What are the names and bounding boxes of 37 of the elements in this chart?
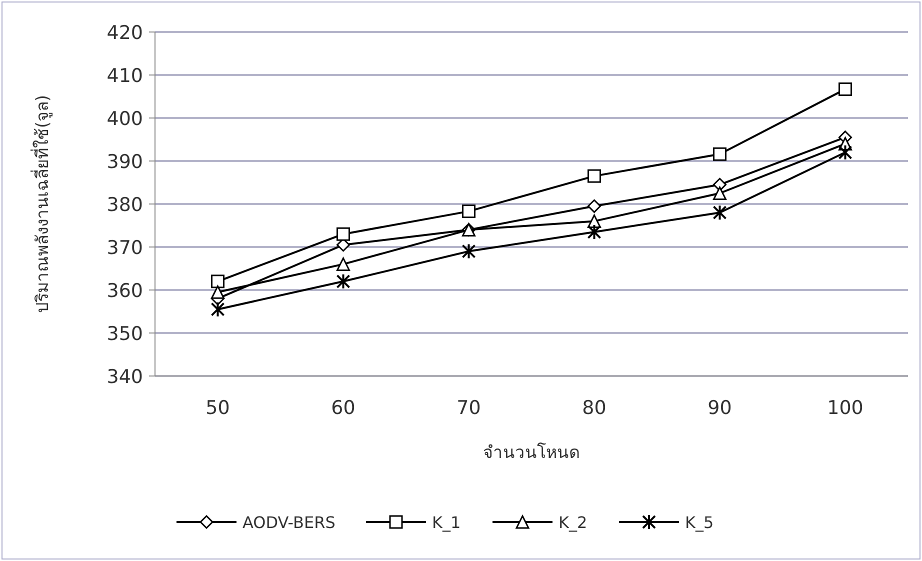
- x-tick-label: 60: [331, 397, 356, 419]
- point: [838, 82, 852, 96]
- y-tick-label: 360: [106, 280, 143, 302]
- x-tick-label: 80: [582, 397, 606, 419]
- point: [838, 144, 852, 160]
- x-tick-label: 70: [456, 397, 481, 419]
- legend-label: AODV-BERS: [242, 513, 336, 532]
- x-tick-label: 90: [708, 397, 732, 419]
- point: [336, 227, 350, 241]
- point: [336, 273, 350, 290]
- legend-label: K_1: [432, 513, 461, 532]
- y-tick-label: 420: [106, 22, 143, 44]
- point: [588, 169, 601, 183]
- point: [713, 147, 726, 161]
- point: [462, 204, 476, 218]
- point: [713, 186, 726, 200]
- y-tick-label: 410: [106, 65, 143, 87]
- y-tick-label: 380: [106, 194, 143, 216]
- point: [210, 301, 225, 318]
- y-axis-title: ปริมาณพลังงานเฉลี่ยที่ใช้(จูล): [30, 94, 53, 314]
- y-tick-label: 370: [106, 237, 143, 259]
- point: [712, 204, 727, 221]
- y-tick-label: 350: [106, 323, 143, 345]
- point: [462, 243, 476, 260]
- point: [336, 257, 350, 271]
- point: [211, 274, 224, 288]
- legend-label: K_2: [558, 513, 588, 532]
- y-tick-label: 390: [106, 151, 143, 173]
- y-tick-label: 400: [106, 108, 143, 130]
- y-tick-label: 340: [106, 366, 143, 388]
- point: [587, 224, 602, 240]
- legend-label: K_5: [685, 513, 714, 532]
- point: [588, 199, 601, 213]
- x-tick-label: 50: [206, 397, 230, 419]
- x-axis-title: จำนวนโหนด: [483, 442, 580, 463]
- x-tick-label: 100: [827, 397, 864, 419]
- point: [211, 285, 224, 299]
